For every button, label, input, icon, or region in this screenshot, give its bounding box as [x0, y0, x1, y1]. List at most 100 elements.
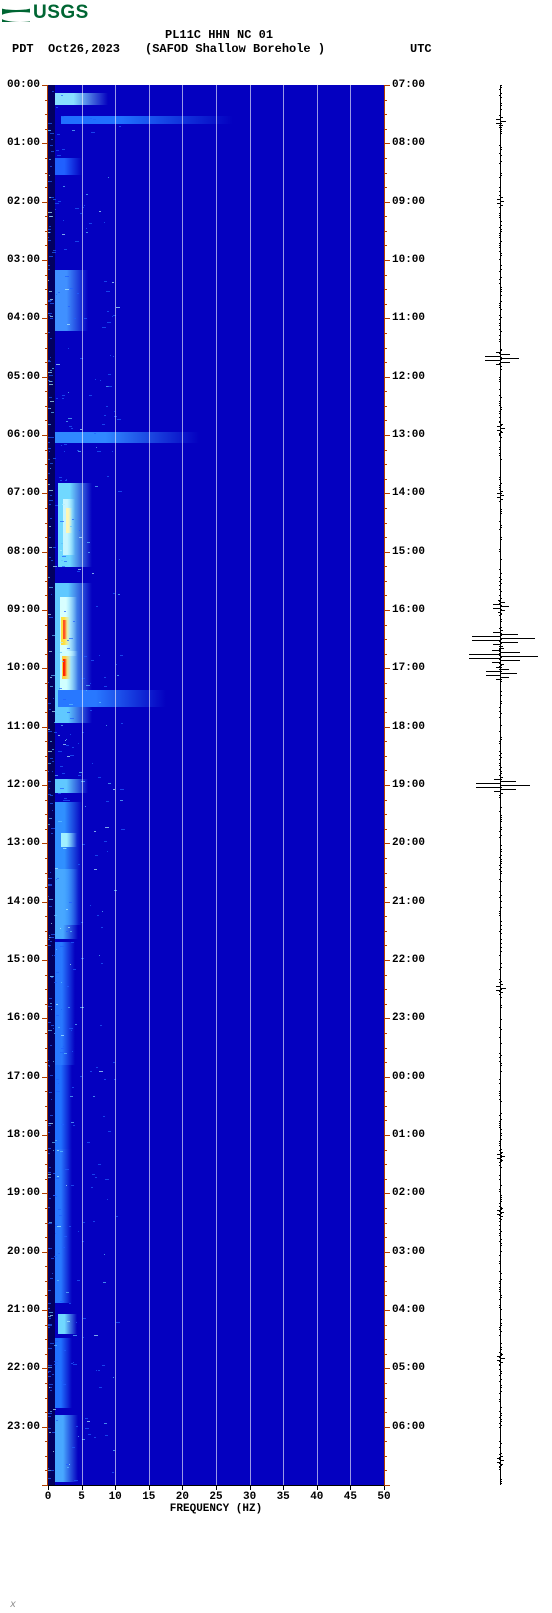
spectrogram-band — [48, 1125, 51, 1126]
time-label-pdt: 19:00 — [7, 1187, 40, 1199]
spectrogram-band — [51, 437, 53, 438]
spectrogram-band — [54, 1033, 55, 1034]
spectrogram-band — [48, 212, 52, 213]
trace-segment — [500, 693, 501, 694]
time-tick — [384, 377, 390, 378]
trace-segment — [499, 1189, 501, 1190]
spectrogram-band — [104, 222, 106, 223]
trace-segment — [500, 439, 501, 440]
spectrogram-band — [73, 1125, 74, 1126]
spectrogram-band — [94, 831, 96, 832]
trace-segment — [500, 1337, 501, 1338]
spectrogram-band — [90, 710, 92, 711]
trace-segment — [500, 825, 501, 826]
trace-segment — [500, 565, 501, 566]
spectrogram-band — [102, 327, 106, 328]
trace-segment — [500, 1065, 502, 1066]
spectrogram-band — [98, 777, 101, 778]
tz-left: PDT — [12, 42, 34, 56]
spectrogram-band — [87, 542, 90, 543]
trace-segment — [499, 743, 501, 744]
trace-segment — [499, 837, 501, 838]
trace-segment — [500, 1293, 501, 1294]
trace-segment — [500, 505, 501, 506]
spectrogram-band — [52, 1273, 53, 1274]
trace-segment — [500, 393, 501, 394]
spectrogram-band — [56, 1420, 58, 1421]
time-tick — [45, 916, 48, 917]
trace-segment — [500, 881, 502, 882]
spectrogram-band — [48, 360, 50, 361]
time-tick — [45, 158, 48, 159]
time-tick — [45, 391, 48, 392]
trace-segment — [500, 1113, 502, 1114]
trace-segment — [500, 87, 502, 88]
trace-segment — [500, 229, 502, 230]
trace-segment — [500, 877, 501, 878]
time-tick — [384, 289, 387, 290]
trace-segment — [499, 315, 501, 316]
spectrogram-band — [86, 690, 87, 691]
spectrogram-band — [83, 1318, 85, 1319]
trace-segment — [499, 477, 501, 478]
spectrogram-band — [72, 519, 74, 520]
spectrogram-band — [49, 1432, 52, 1433]
time-tick — [45, 1048, 48, 1049]
trace-segment — [500, 1199, 502, 1200]
time-tick — [45, 712, 48, 713]
time-tick — [384, 391, 387, 392]
trace-segment — [500, 165, 501, 166]
spectrogram-band — [62, 398, 65, 399]
spectrogram-band — [61, 116, 63, 117]
time-tick — [384, 1441, 387, 1442]
spectrogram-band — [52, 1374, 54, 1375]
time-tick — [384, 450, 387, 451]
time-tick — [384, 1266, 387, 1267]
freq-tick — [82, 1485, 83, 1490]
trace-segment — [500, 559, 502, 560]
spectrogram-band — [48, 682, 49, 683]
spectrogram-band — [91, 660, 94, 661]
spectrogram-band — [48, 945, 51, 946]
time-tick — [45, 406, 48, 407]
trace-segment — [500, 1193, 501, 1194]
time-tick — [45, 945, 48, 946]
spectrogram-band — [61, 982, 63, 983]
trace-segment — [500, 277, 502, 278]
trace-segment — [500, 617, 501, 618]
trace-segment — [500, 677, 509, 678]
time-label-utc: 22:00 — [392, 954, 425, 966]
trace-segment — [500, 139, 501, 140]
spectrogram-band — [51, 675, 54, 676]
trace-segment — [500, 689, 501, 690]
time-tick — [45, 1470, 48, 1471]
trace-segment — [499, 1093, 501, 1094]
spectrogram-band — [78, 743, 79, 744]
trace-segment — [500, 1315, 501, 1316]
spectrogram-band — [66, 739, 67, 740]
time-tick — [42, 960, 48, 961]
spectrogram-band — [48, 229, 51, 230]
time-tick — [45, 450, 48, 451]
trace-segment — [500, 1181, 501, 1182]
time-tick — [384, 1193, 390, 1194]
spectrogram-band — [48, 1248, 50, 1249]
trace-segment — [500, 1253, 501, 1254]
station-id: PL11C HHN NC 01 — [165, 28, 273, 42]
trace-segment — [500, 143, 501, 144]
time-tick — [384, 858, 387, 859]
trace-segment — [500, 197, 503, 198]
trace-segment — [500, 1208, 503, 1209]
spectrogram-band — [53, 1173, 56, 1174]
trace-segment — [500, 1431, 501, 1432]
spectrogram-band — [55, 869, 79, 939]
spectrogram-band — [50, 677, 51, 678]
spectrogram-band — [48, 1148, 51, 1149]
spectrogram-band — [58, 735, 60, 736]
time-label-utc: 15:00 — [392, 546, 425, 558]
trace-segment — [500, 157, 501, 158]
spectrogram-band — [48, 751, 51, 752]
spectrogram-band — [78, 864, 80, 865]
spectrogram-band — [48, 1372, 49, 1373]
trace-segment — [500, 648, 504, 649]
